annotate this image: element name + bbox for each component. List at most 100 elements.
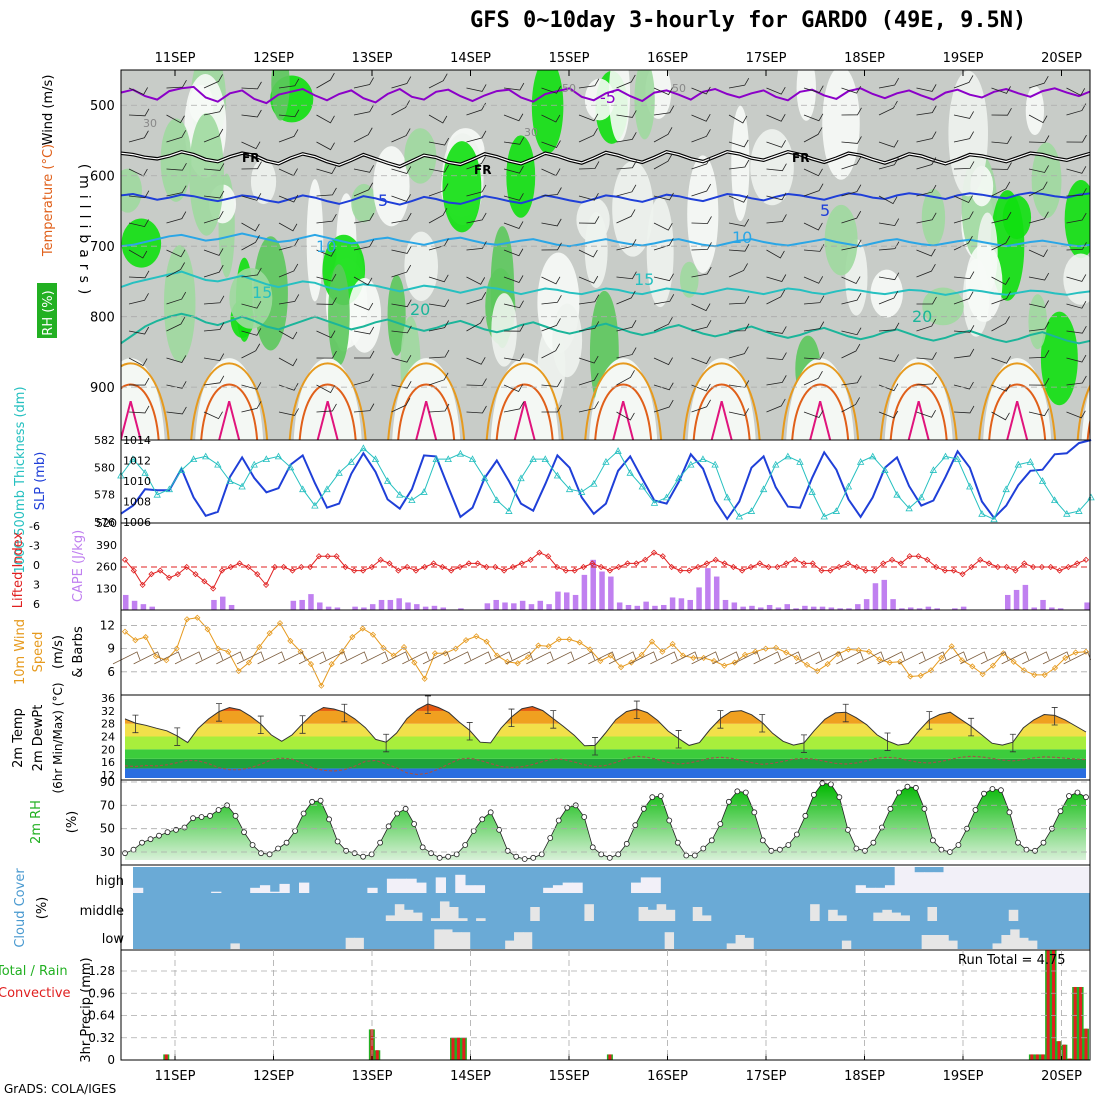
y-tick-label: 1010 [123,475,151,488]
bar [960,606,967,610]
data-point [589,844,596,851]
wind-barb [203,128,224,143]
data-point [606,854,613,861]
y-tick-label: 1008 [123,496,151,509]
data-point [335,468,343,476]
data-point [938,654,945,661]
cloud-cell [650,877,661,893]
wind-barb [503,323,525,332]
isotherm-20 [121,312,1090,345]
wind-barb [728,323,750,332]
cloud-cell [416,882,427,893]
wind-barb [878,410,899,419]
isotherm-25 [978,362,1057,440]
data-point [286,463,295,471]
data-point [969,663,976,670]
wind-barb [712,651,740,665]
panel-bg-wind [121,610,1090,695]
data-point [827,781,834,788]
wind-barb [766,326,787,334]
cloud-cell [443,929,453,949]
error-bar [884,732,891,751]
isotherm-25 [121,362,170,440]
data-point [896,658,904,665]
wind-barb [578,294,600,305]
wind-barb [316,403,337,413]
bar [616,602,623,610]
bar [493,599,499,610]
isotherm-25 [485,362,564,440]
wind-barb [316,141,335,151]
bar [123,594,129,610]
bar [1013,589,1020,610]
data-point [214,645,222,652]
data-point [759,837,766,844]
data-point [163,657,170,664]
data-point [762,645,769,652]
wind-barb [953,161,975,170]
wind-barb [841,292,862,305]
wind-barb [353,77,374,89]
isotherm-25 [1076,383,1090,440]
y-tick-label: 30 [100,845,115,859]
y-tick-label: 1012 [123,455,151,468]
data-point [1023,846,1030,853]
y-axis-unit: (millibars) [76,164,92,301]
data-point [913,784,919,791]
wind-barb [503,193,524,201]
cloud-cell [640,877,652,893]
wind-barb [503,221,524,229]
y-tick-label: 700 [90,240,115,255]
error-bar [842,703,849,723]
data-point [1065,563,1072,571]
data-point [832,507,841,514]
cloud-cell [259,885,271,893]
wind-barb [241,193,262,201]
wind-barb [503,113,524,122]
data-point [122,850,128,857]
cloud-cell [664,932,675,949]
wind-barb [203,104,225,116]
data-point [979,671,986,678]
wind-barb [1028,300,1049,308]
data-point [166,574,173,581]
data-point [307,563,314,571]
y-tick-label: 9 [107,642,115,656]
data-point [564,804,571,811]
wind-barb [578,216,600,224]
cloud-cell [933,872,945,893]
cloud-cell [904,867,915,893]
wind-barb [953,325,975,333]
data-point [666,817,673,824]
boundary-layer-dry [786,358,855,440]
data-point [690,654,697,661]
cloud-cell [900,915,910,921]
data-point [808,488,816,495]
wind-barb [466,405,487,414]
x-tick-label-top: 19SEP [943,51,984,66]
wind-barb [803,85,824,94]
isotherm-25 [682,362,761,440]
y-tick-label: 70 [100,798,115,812]
error-bar [257,715,264,735]
data-point [752,648,759,655]
cloud-cell [1027,940,1038,949]
data-point [274,452,283,460]
cloud-cell [386,878,398,893]
data-point [317,797,324,804]
wind-barb [691,114,711,122]
wind-barb [728,77,750,89]
wind-barb [616,411,635,421]
wind-barb [353,373,374,386]
x-tick-label-top: 18SEP [844,51,885,66]
data-point [431,650,439,657]
wind-barb [803,410,824,418]
cloud-cell [505,940,515,949]
data-point [190,815,196,822]
wind-barb [203,163,225,171]
wind-barb [728,218,750,227]
y-axis-label: Convective [0,986,71,1001]
y-axis-label: SLP (mb) [33,452,48,511]
wind-barb [316,273,337,282]
x-tick-label-top: 12SEP [253,51,294,66]
